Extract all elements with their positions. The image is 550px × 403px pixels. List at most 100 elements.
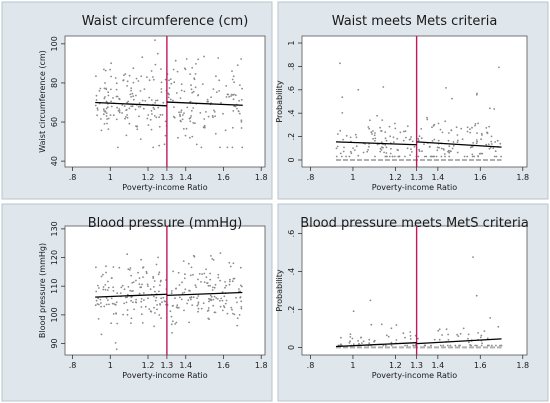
data-point [232,75,235,78]
data-point [180,83,183,86]
y-tick-label: 100 [50,36,59,51]
data-point [154,312,156,314]
data-point [155,296,158,299]
y-tick-label: .2 [287,306,296,314]
data-point [216,298,219,300]
data-point [140,313,143,316]
data-point [201,83,204,85]
data-point [201,273,204,275]
x-tick-label: 1.8 [255,361,268,370]
data-point [126,85,128,87]
x-axis-title: Poverty-income Ratio [122,371,207,380]
data-point [384,137,387,140]
data-point [218,79,221,82]
data-point [394,127,397,130]
data-point [130,87,133,90]
data-point [212,116,214,119]
data-point [147,114,150,116]
data-point [203,272,206,275]
data-point [142,276,144,278]
data-point [125,109,128,111]
y-axis-title: Blood pressure (mmHg) [38,243,47,338]
data-point [452,144,455,147]
data-point [214,115,217,118]
data-point [105,297,108,299]
data-point [236,324,239,327]
data-point [152,78,155,81]
data-point [425,155,428,158]
data-point [110,277,113,279]
data-point [474,344,477,347]
data-point [395,324,398,326]
data-point [175,306,178,308]
data-point [140,300,143,303]
data-point [189,289,191,292]
data-point [115,95,118,98]
data-point [97,297,99,300]
data-point [433,138,436,141]
data-point [494,150,497,153]
data-point [490,140,493,143]
data-point [214,283,217,286]
data-point [367,126,370,128]
data-point [390,341,393,344]
data-point [236,317,239,319]
data-point [424,155,426,158]
data-point [130,96,133,98]
data-point [384,131,387,134]
data-point [95,266,97,269]
data-point [181,118,184,121]
data-point [190,84,192,87]
data-point [212,259,215,261]
data-point [369,119,371,122]
data-point [105,100,108,103]
data-point [99,298,102,301]
data-point [209,278,212,281]
data-point [398,155,400,158]
data-point [96,109,99,111]
data-point [490,135,493,138]
data-point [143,299,145,301]
data-point [104,110,107,113]
data-point [160,317,163,319]
data-point [104,69,107,72]
x-tick-label: 1.8 [516,173,529,182]
data-point [133,308,136,311]
data-point [476,140,479,143]
data-point [233,105,236,108]
data-point [157,273,160,276]
data-point [240,121,243,123]
plot-area [64,225,266,356]
data-point [130,274,133,277]
data-point [109,114,112,116]
data-point [131,290,133,292]
data-point [469,128,471,131]
data-point [385,146,388,149]
data-point [368,342,371,345]
data-point [437,139,440,142]
data-point [185,127,188,130]
data-point [138,115,140,118]
data-point [130,89,133,92]
data-point [150,110,153,112]
data-point [170,290,173,292]
data-point [223,306,226,309]
data-point [483,330,486,332]
data-point [406,125,409,127]
x-tick-label: 1.6 [474,173,487,182]
data-point [140,258,143,261]
data-point [123,74,125,77]
data-point [118,266,121,269]
data-point [240,300,243,303]
data-point [394,122,396,125]
data-point [335,147,338,150]
data-point [224,281,227,283]
data-point [164,120,167,123]
data-point [373,340,375,343]
data-point [358,342,360,345]
data-point [112,114,115,117]
data-point [192,90,195,93]
x-tick-label: 1 [108,173,113,182]
x-tick-label: 1.6 [217,173,230,182]
data-point [240,58,243,60]
